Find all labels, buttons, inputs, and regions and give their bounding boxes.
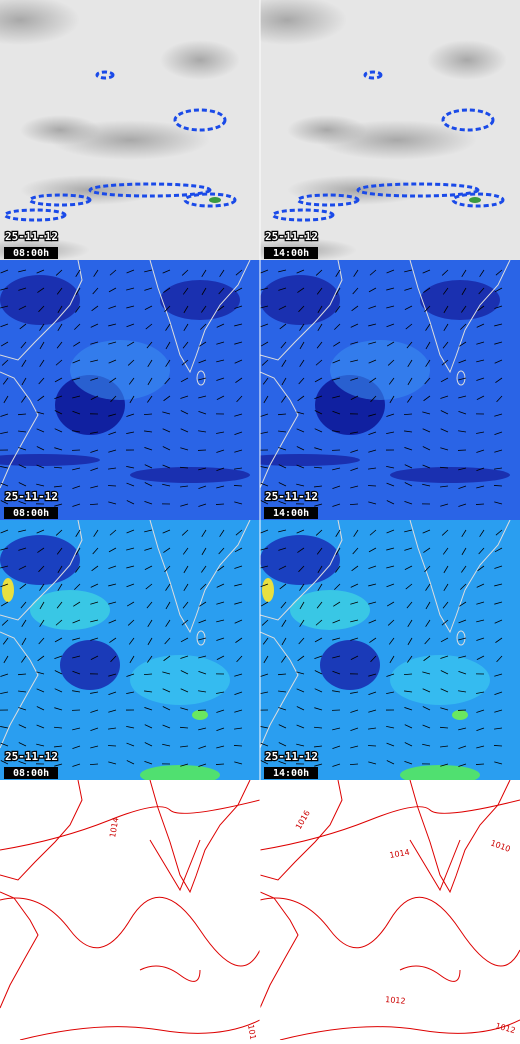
wind-arrow — [494, 485, 502, 486]
map-region — [320, 640, 380, 690]
map-region — [192, 710, 208, 720]
date-label: 25-11-12 — [265, 490, 318, 503]
map-region — [330, 340, 430, 400]
map-region — [60, 640, 120, 690]
wind-arrow — [108, 745, 116, 746]
map-region — [2, 578, 14, 602]
wind-arrow — [368, 485, 376, 486]
map-background — [0, 780, 260, 1040]
map-panel: 25-11-12 08:00h — [0, 520, 260, 785]
time-label: 08:00h — [13, 248, 49, 259]
wind-arrow — [216, 504, 224, 505]
map-region — [390, 655, 490, 705]
map-panel: 25-11-12 14:00h — [240, 260, 520, 520]
map-panel: 25-11-12 08:00h — [0, 0, 260, 262]
cloud — [427, 40, 507, 80]
time-label: 08:00h — [13, 508, 49, 519]
wind-arrow — [108, 485, 116, 486]
wind-arrow — [368, 745, 376, 746]
map-region — [260, 535, 340, 585]
wind-arrow — [476, 764, 484, 765]
map-region — [260, 275, 340, 325]
date-label: 25-11-12 — [5, 230, 58, 243]
map-region — [262, 578, 274, 602]
wind-arrow — [476, 504, 484, 505]
wind-arrow — [234, 485, 242, 486]
wind-arrow — [234, 745, 242, 746]
date-label: 25-11-12 — [5, 490, 58, 503]
precipitation — [469, 197, 481, 203]
map-region — [160, 280, 240, 320]
date-label: 25-11-12 — [5, 750, 58, 763]
wind-arrow — [494, 745, 502, 746]
map-panel — [0, 780, 260, 1040]
wind-arrow — [216, 764, 224, 765]
map-region — [390, 467, 510, 483]
map-region — [130, 655, 230, 705]
date-label: 25-11-12 — [265, 230, 318, 243]
time-label: 14:00h — [273, 508, 309, 519]
precipitation — [209, 197, 221, 203]
map-panel: 25-11-12 08:00h — [0, 260, 260, 520]
map-region — [290, 590, 370, 630]
map-region — [452, 710, 468, 720]
map-region — [30, 590, 110, 630]
time-label: 14:00h — [273, 768, 309, 779]
map-region — [0, 535, 80, 585]
date-label: 25-11-12 — [265, 750, 318, 763]
cloud — [20, 115, 100, 145]
cloud — [160, 40, 240, 80]
time-label: 08:00h — [13, 768, 49, 779]
map-panel: 25-11-12 14:00h — [227, 0, 520, 262]
map-panel: 25-11-12 14:00h — [260, 520, 520, 785]
map-region — [70, 340, 170, 400]
cloud — [287, 115, 367, 145]
map-region — [0, 275, 80, 325]
map-region — [130, 467, 250, 483]
time-label: 14:00h — [273, 248, 309, 259]
map-region — [420, 280, 500, 320]
contour-label: 1012 — [385, 995, 406, 1006]
